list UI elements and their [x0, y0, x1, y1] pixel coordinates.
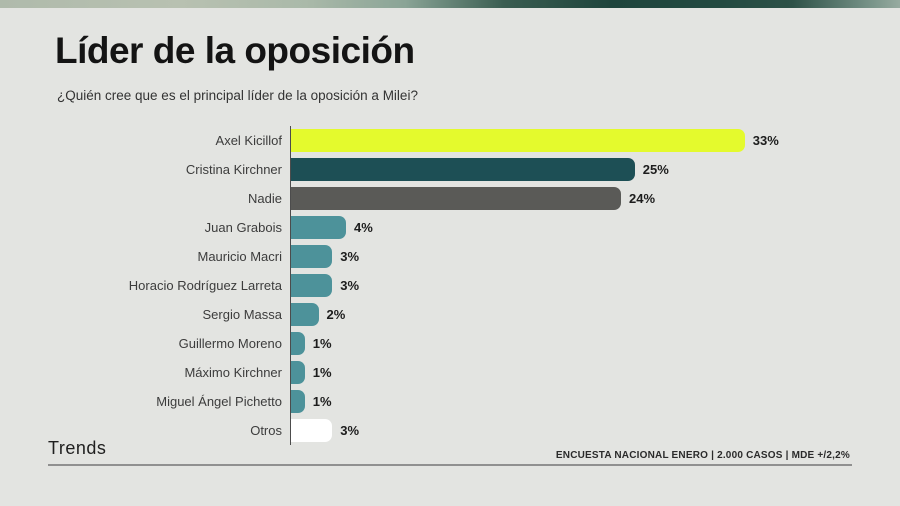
bar: [291, 245, 333, 268]
bar-track: 1%: [290, 358, 865, 387]
bar-track: 24%: [290, 184, 865, 213]
chart-row: Miguel Ángel Pichetto 1%: [55, 387, 865, 416]
category-label: Otros: [250, 423, 282, 438]
top-gradient-bar: [0, 0, 900, 8]
value-label: 3%: [340, 249, 360, 264]
category-label: Mauricio Macri: [197, 249, 282, 264]
chart-row: Mauricio Macri 3%: [55, 242, 865, 271]
value-label: 3%: [340, 278, 360, 293]
category-label: Miguel Ángel Pichetto: [156, 394, 282, 409]
chart-row: Otros 3%: [55, 416, 865, 445]
bar-track: 1%: [290, 387, 865, 416]
bar: [291, 419, 333, 442]
bar-track: 4%: [290, 213, 865, 242]
bar: [291, 361, 305, 384]
bar-track: 3%: [290, 242, 865, 271]
chart-row: Juan Grabois 4%: [55, 213, 865, 242]
chart-row: Guillermo Moreno 1%: [55, 329, 865, 358]
chart-row: Axel Kicillof 33%: [55, 126, 865, 155]
value-label: 3%: [340, 423, 360, 438]
survey-source-note: ENCUESTA NACIONAL ENERO | 2.000 CASOS | …: [555, 450, 850, 461]
chart-row: Horacio Rodríguez Larreta 3%: [55, 271, 865, 300]
value-label: 4%: [354, 220, 373, 235]
bar: [291, 303, 319, 326]
page-subtitle: ¿Quién cree que es el principal líder de…: [57, 88, 418, 103]
bar-track: 3%: [290, 416, 865, 445]
category-label: Sergio Massa: [202, 307, 282, 322]
bar-rows: Axel Kicillof 33% Cristina Kirchner 25% Nadi…: [55, 126, 865, 445]
value-label: 1%: [312, 394, 332, 409]
bar: [291, 129, 745, 152]
bar: [291, 216, 346, 239]
bar: [291, 390, 305, 413]
bar-chart: Axel Kicillof 33% Cristina Kirchner 25% Nadi…: [55, 126, 865, 445]
bar: [291, 187, 621, 210]
page-title: Líder de la oposición: [55, 30, 415, 71]
value-label: 24%: [629, 191, 656, 206]
value-label: 1%: [312, 336, 332, 351]
chart-row: Cristina Kirchner 25%: [55, 155, 865, 184]
brand-logo: Trends: [48, 438, 107, 458]
bar-track: 33%: [290, 126, 865, 155]
category-label: Guillermo Moreno: [178, 336, 282, 351]
footer-divider: [48, 464, 852, 466]
chart-row: Máximo Kirchner 1%: [55, 358, 865, 387]
bar-track: 3%: [290, 271, 865, 300]
category-label: Horacio Rodríguez Larreta: [128, 278, 282, 293]
category-label: Nadie: [248, 191, 282, 206]
bar-track: 25%: [290, 155, 865, 184]
value-label: 25%: [642, 162, 669, 177]
bar: [291, 158, 635, 181]
category-label: Cristina Kirchner: [185, 162, 282, 177]
chart-row: Sergio Massa 2%: [55, 300, 865, 329]
value-label: 2%: [326, 307, 346, 322]
category-label: Juan Grabois: [204, 220, 282, 235]
bar: [291, 332, 305, 355]
bar-track: 1%: [290, 329, 865, 358]
bar: [291, 274, 333, 297]
chart-row: Nadie 24%: [55, 184, 865, 213]
value-label: 33%: [752, 133, 779, 148]
value-label: 1%: [312, 365, 332, 380]
category-label: Máximo Kirchner: [184, 365, 282, 380]
bar-track: 2%: [290, 300, 865, 329]
category-label: Axel Kicillof: [215, 133, 282, 148]
